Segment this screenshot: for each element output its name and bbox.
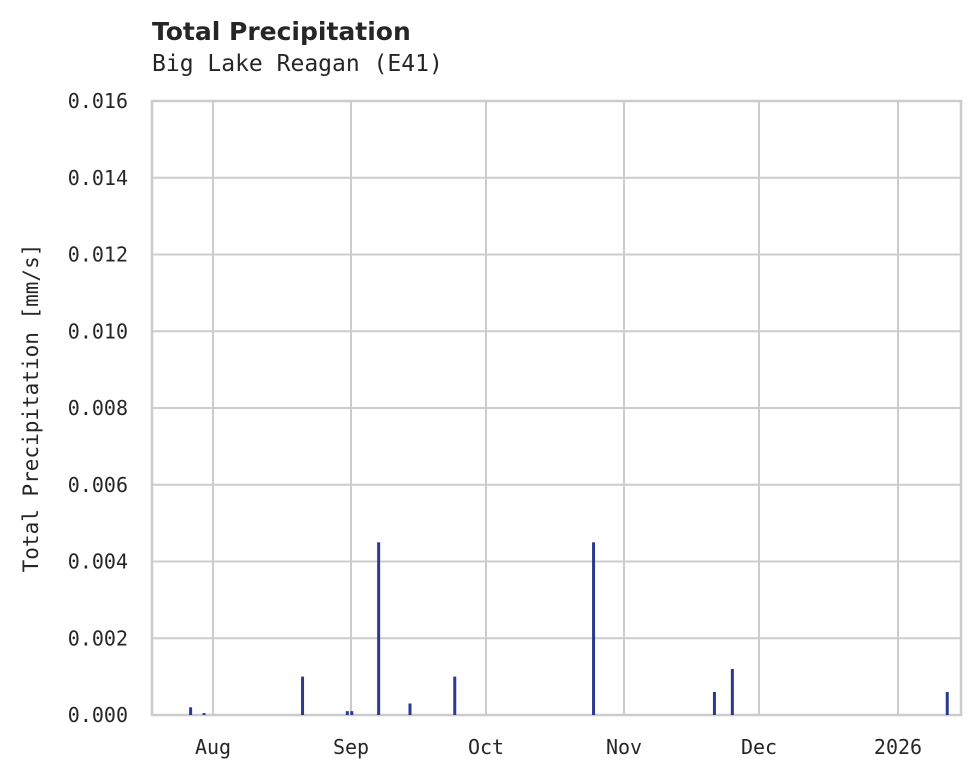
y-tick-label: 0.010	[68, 319, 128, 343]
precip-bar	[202, 713, 206, 715]
y-tick-label: 0.016	[68, 89, 128, 113]
x-tick-label: Oct	[468, 735, 504, 759]
y-tick-label: 0.012	[68, 243, 128, 267]
x-tick-label: Sep	[333, 735, 369, 759]
precip-bar	[712, 691, 716, 715]
y-axis-label: Total Precipitation [mm/s]	[19, 244, 43, 573]
precip-bar	[408, 703, 412, 715]
y-tick-label: 0.004	[68, 550, 128, 574]
y-tick-label: 0.002	[68, 626, 128, 650]
plot-frame	[150, 99, 963, 717]
y-tick-label: 0.000	[68, 703, 128, 727]
x-tick-label: Nov	[606, 735, 642, 759]
chart-title: Total Precipitation	[152, 17, 411, 46]
x-tick-label: 2026	[874, 735, 922, 759]
y-tick-label: 0.008	[68, 396, 128, 420]
precip-bar	[189, 707, 193, 715]
y-tick-label: 0.014	[68, 166, 128, 190]
precip-bar	[592, 542, 596, 715]
chart-subtitle: Big Lake Reagan (E41)	[152, 51, 443, 77]
precip-bar	[945, 691, 949, 715]
y-tick-label: 0.006	[68, 473, 128, 497]
precip-bar	[730, 668, 734, 715]
precip-bar	[301, 676, 305, 715]
precip-bar	[377, 542, 381, 715]
x-tick-label: Aug	[195, 735, 231, 759]
precip-bar	[345, 711, 349, 715]
precip-bar	[350, 711, 354, 715]
x-tick-label: Dec	[741, 735, 777, 759]
precip-bar	[453, 676, 457, 715]
